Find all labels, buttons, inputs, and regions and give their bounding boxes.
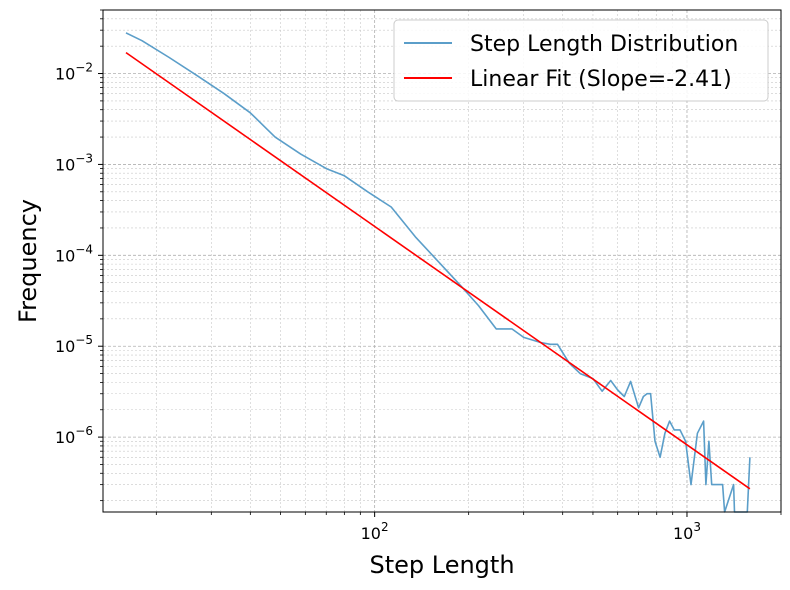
legend-box <box>393 19 769 102</box>
legend: Step Length Distribution Linear Fit (Slo… <box>393 19 769 102</box>
series-linear-fit <box>125 51 751 490</box>
y-tick-label: 10−6 <box>55 424 93 447</box>
legend-entry-linear-fit: Linear Fit (Slope=-2.41) <box>470 67 732 92</box>
y-axis-label: Frequency <box>14 199 42 323</box>
axis-ticks <box>98 9 782 517</box>
series-layer <box>125 32 751 513</box>
legend-entry-step-length-distribution: Step Length Distribution <box>470 32 738 57</box>
x-tick-label: 102 <box>361 520 389 543</box>
series-step-length-distribution <box>125 32 751 513</box>
tick-labels: 102 103 10−6 10−5 10−4 10−3 10−2 <box>55 61 701 543</box>
y-tick-label: 10−5 <box>55 333 93 356</box>
x-axis-label: Step Length <box>369 551 514 579</box>
y-tick-label: 10−3 <box>55 151 93 174</box>
plot-frame <box>102 9 782 513</box>
y-tick-label: 10−2 <box>55 61 93 84</box>
x-tick-label: 103 <box>673 520 701 543</box>
y-tick-label: 10−4 <box>55 242 93 265</box>
